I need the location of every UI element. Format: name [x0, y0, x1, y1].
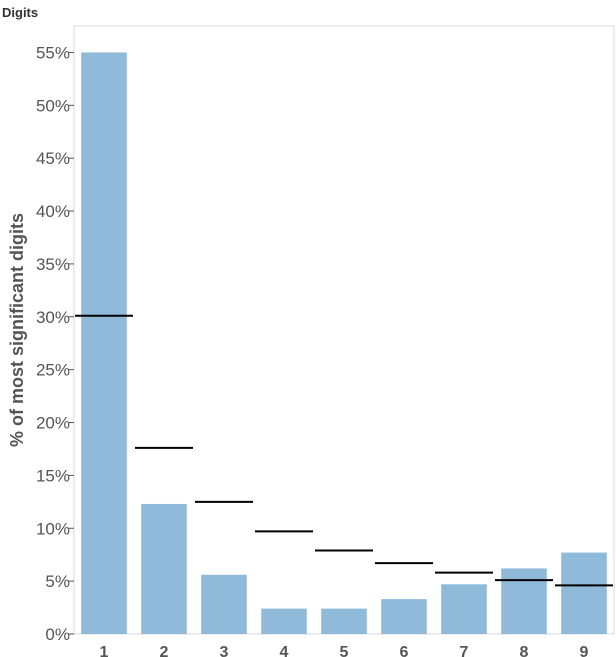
y-axis-title: % of most significant digits — [7, 213, 27, 447]
x-axis: 1 2 3 4 5 6 7 8 9 — [100, 644, 589, 657]
y-tick-label: 10% — [36, 519, 70, 538]
bar-digit-3 — [201, 574, 247, 634]
bar-digit-7 — [441, 584, 487, 634]
x-tick-label: 6 — [400, 644, 409, 657]
y-tick-label: 5% — [45, 572, 70, 591]
x-tick-label: 8 — [520, 644, 529, 657]
bar-digit-5 — [321, 608, 367, 634]
x-tick-label: 9 — [580, 644, 589, 657]
y-tick-label: 55% — [36, 43, 70, 62]
y-tick-label: 50% — [36, 96, 70, 115]
bars — [81, 52, 607, 634]
y-tick-label: 20% — [36, 414, 70, 433]
y-tick-label: 45% — [36, 149, 70, 168]
x-tick-label: 7 — [460, 644, 469, 657]
field-label: Digits — [2, 5, 38, 20]
y-tick-label: 35% — [36, 255, 70, 274]
bar-digit-1 — [81, 52, 127, 634]
y-axis: 0% 5% 10% 15% 20% 25% 30% 35% 40% 45% 50% 55% — [36, 43, 74, 644]
bar-digit-4 — [261, 608, 307, 634]
y-tick-label: 40% — [36, 202, 70, 221]
bar-digit-6 — [381, 599, 427, 634]
x-tick-label: 4 — [280, 644, 289, 657]
bar-digit-2 — [141, 503, 187, 634]
y-tick-label: 0% — [45, 625, 70, 644]
y-tick-label: 15% — [36, 466, 70, 485]
x-tick-label: 3 — [220, 644, 229, 657]
y-tick-label: 25% — [36, 361, 70, 380]
bar-digit-9 — [561, 552, 607, 634]
x-tick-label: 1 — [100, 644, 109, 657]
reference-lines — [75, 314, 613, 587]
y-tick-label: 30% — [36, 308, 70, 327]
bar-digit-8 — [501, 568, 547, 634]
x-tick-label: 2 — [160, 644, 169, 657]
x-tick-label: 5 — [340, 644, 349, 657]
